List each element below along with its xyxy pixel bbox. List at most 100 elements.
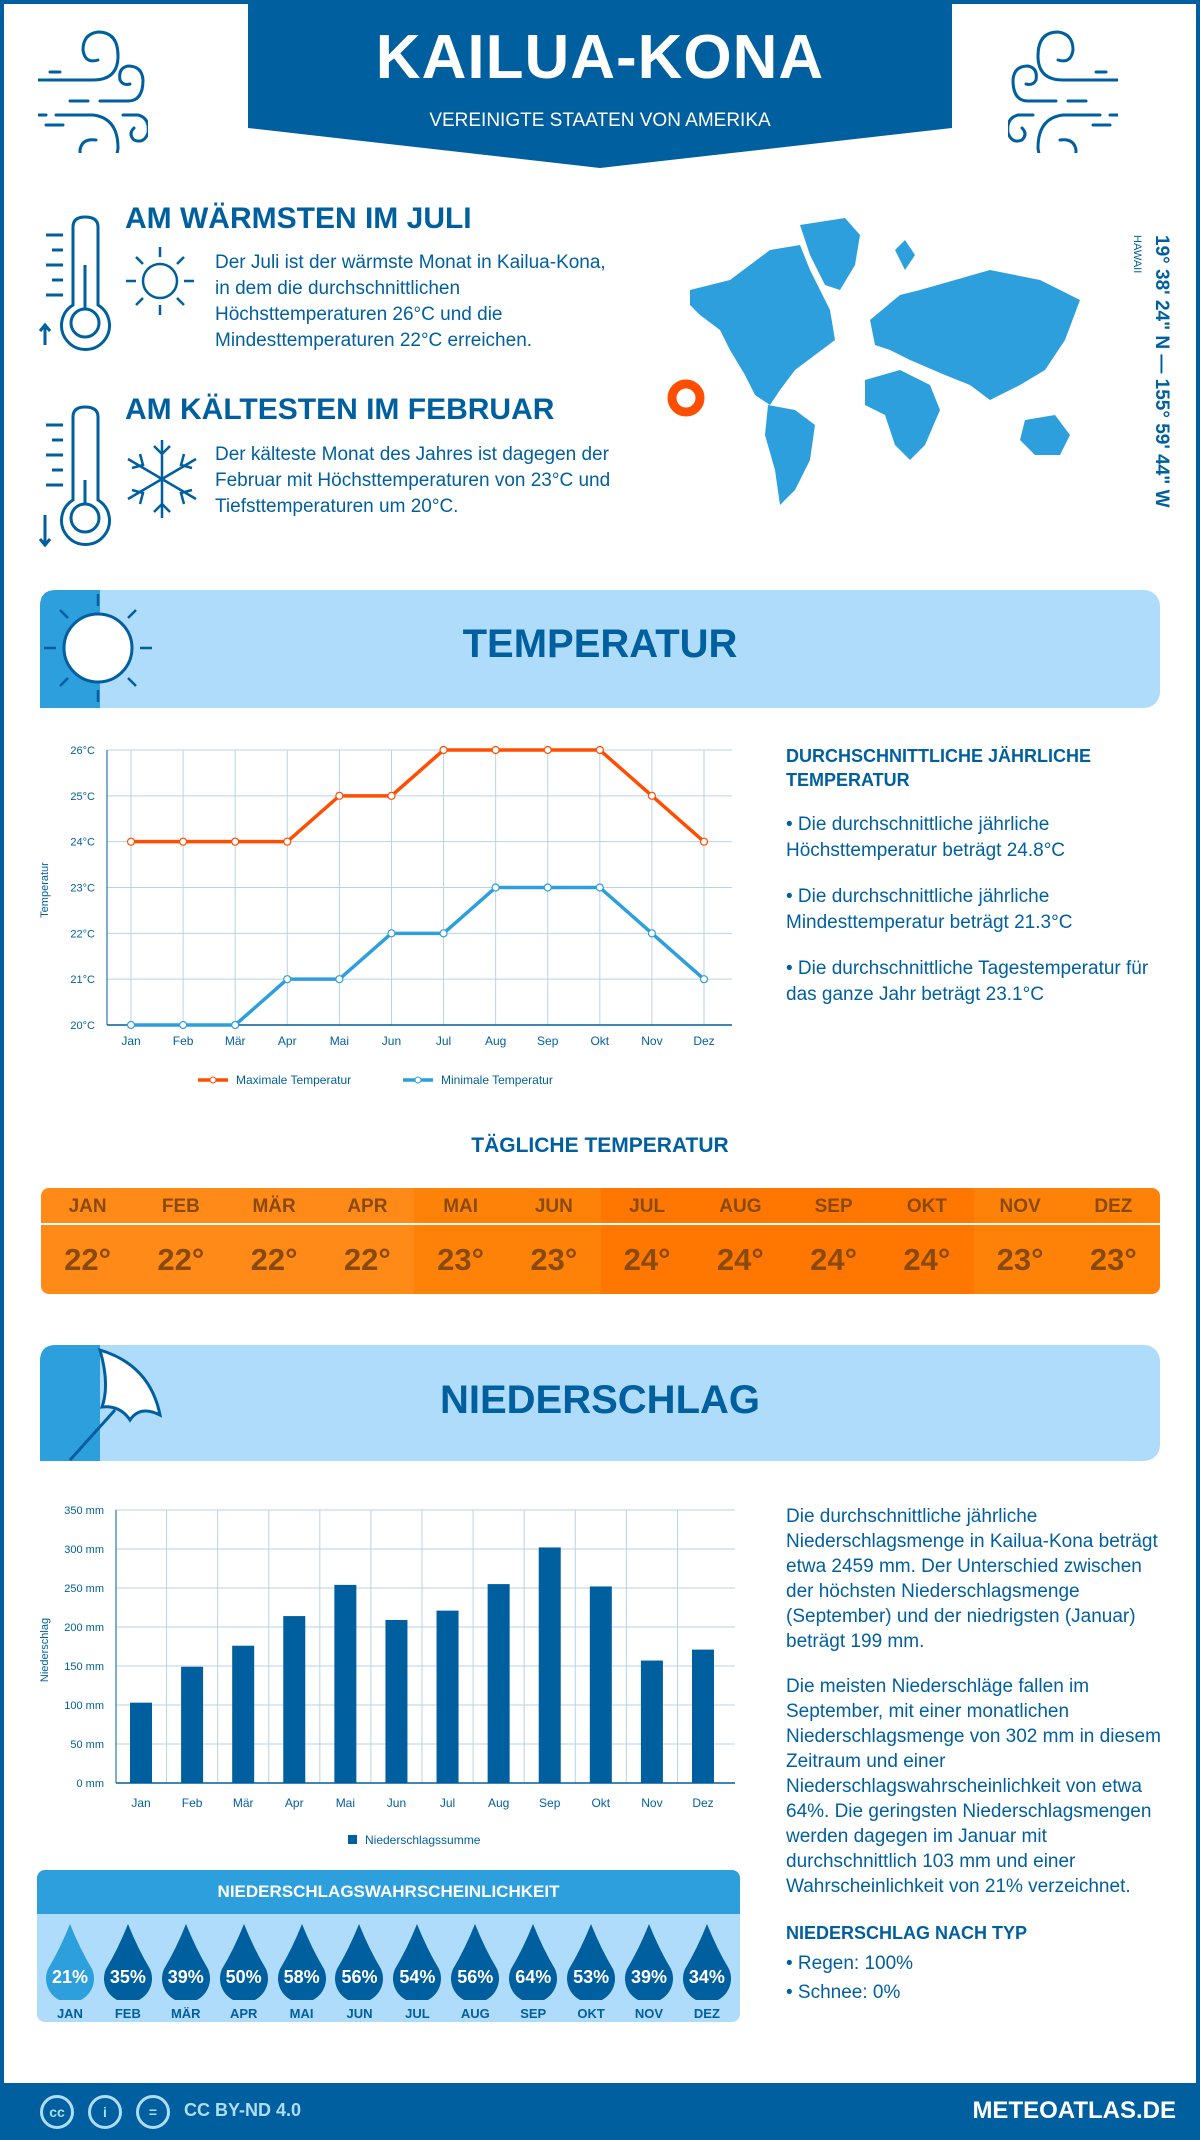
daily-temp-cell: NOV 23° (973, 1188, 1067, 1294)
precip-probability-heading: NIEDERSCHLAGSWAHRSCHEINLICHKEIT (37, 1870, 740, 1914)
probability-value: 56% (457, 1967, 494, 1987)
y-tick-label: 250 mm (64, 1583, 104, 1595)
probability-month: JUN (346, 2006, 373, 2021)
probability-value: 21% (51, 1967, 88, 1987)
site-link[interactable]: METEOATLAS.DE (972, 2097, 1176, 2124)
precip-bar (487, 1584, 510, 1783)
precip-probability-drop: 21% JAN (43, 1914, 97, 2021)
data-point (491, 883, 500, 892)
y-tick-label: 200 mm (64, 1622, 104, 1634)
legend-marker (209, 1076, 217, 1084)
y-tick-label: 24°C (70, 837, 95, 849)
y-tick-label: 25°C (70, 791, 95, 803)
x-tick-label: Jun (387, 1796, 406, 1810)
daily-temp-value: 24° (623, 1241, 671, 1277)
probability-value: 39% (167, 1967, 204, 1987)
precip-type-heading: NIEDERSCHLAG NACH TYP (786, 1923, 1028, 1943)
attribution-icon: i (88, 2095, 122, 2129)
daily-month: OKT (880, 1188, 974, 1225)
daily-temp-value: 23° (437, 1241, 485, 1277)
probability-month: APR (229, 2006, 258, 2021)
y-tick-label: 50 mm (70, 1739, 104, 1751)
raindrop-icon (161, 1924, 210, 2000)
precip-probability-drop: 39% NOV (622, 1914, 676, 2021)
precipitation-banner (40, 1345, 1160, 1461)
daily-temp-cell: SEP 24° (787, 1188, 881, 1294)
data-point (491, 745, 500, 755)
daily-month: JUN (507, 1188, 601, 1225)
probability-value: 56% (341, 1967, 378, 1987)
probability-value: 54% (399, 1967, 436, 1987)
daily-month: APR (320, 1188, 414, 1225)
data-point (543, 745, 552, 755)
annual-temp-panel: DURCHSCHNITTLICHE JÄHRLICHE TEMPERATUR •… (786, 744, 1166, 1008)
x-tick-label: Mai (336, 1796, 355, 1810)
data-point (126, 837, 136, 846)
daily-temp-cell: AUG 24° (693, 1188, 787, 1294)
raindrop-icon (509, 1924, 558, 2000)
data-point (699, 975, 709, 984)
daily-temp-cell: APR 22° (320, 1188, 414, 1294)
legend-marker (414, 1076, 422, 1084)
daily-temp-value: 24° (716, 1241, 764, 1277)
country-subtitle: VEREINIGTE STAATEN VON AMERIKA (429, 110, 771, 131)
warmest-heading: AM WÄRMSTEN IM JULI (125, 202, 472, 235)
y-tick-label: 150 mm (64, 1661, 104, 1673)
precip-bar (538, 1547, 561, 1783)
series-line-min (131, 885, 706, 1027)
temperature-banner (40, 590, 1160, 708)
precip-type-snow: • Schnee: 0% (786, 1982, 901, 2003)
data-point (283, 837, 292, 846)
x-tick-label: Jun (382, 1034, 401, 1048)
x-tick-label: Nov (641, 1034, 662, 1048)
probability-month: JUL (405, 2006, 430, 2021)
x-tick-label: Okt (590, 1034, 609, 1048)
license-label: CC BY-ND 4.0 (184, 2100, 302, 2120)
temperature-title: TEMPERATUR (462, 622, 738, 666)
data-point (543, 883, 552, 892)
data-point (335, 975, 344, 984)
daily-temp-value: 22° (64, 1241, 112, 1277)
wind-icon (38, 30, 148, 153)
data-point (387, 929, 396, 938)
raindrop-icon (451, 1924, 500, 2000)
data-point (178, 1020, 188, 1030)
data-point (178, 837, 188, 846)
y-axis-label: Niederschlag (39, 1618, 51, 1682)
raindrop-icon (277, 1924, 326, 2000)
footer: cc i = CC BY-ND 4.0 METEOATLAS.DE (0, 2083, 1200, 2140)
x-tick-label: Mai (330, 1034, 349, 1048)
precip-type-rain: • Regen: 100% (786, 1953, 914, 1974)
daily-temp-cell: FEB 22° (134, 1188, 228, 1294)
coordinates: 19° 38' 24" N — 155° 59' 44" W (1151, 235, 1172, 508)
raindrop-icon (567, 1924, 616, 2000)
data-point (699, 837, 709, 846)
precip-bar (385, 1619, 408, 1783)
precip-paragraph: Die durchschnittliche jährliche Niedersc… (786, 1506, 1158, 1652)
raindrop-icon (683, 1924, 731, 2000)
daily-temp-band: JAN 22° FEB 22° MÄR 22° APR 22° MAI 23° JUN 23° JUL 2… (41, 1188, 1160, 1294)
precip-bar (589, 1586, 612, 1783)
probability-value: 39% (631, 1967, 668, 1987)
data-point (595, 745, 604, 755)
precipitation-title: NIEDERSCHLAG (439, 1378, 761, 1422)
daily-month: MÄR (227, 1188, 321, 1225)
data-point (647, 929, 657, 938)
raindrop-icon (335, 1924, 384, 2000)
location-marker-icon (667, 379, 705, 417)
precip-probability-drop: 34% DEZ (680, 1914, 734, 2021)
y-tick-label: 20°C (70, 1020, 95, 1032)
probability-month: FEB (114, 2006, 141, 2021)
series-line-max (131, 748, 706, 844)
x-tick-label: Dez (693, 1034, 714, 1048)
x-tick-label: Apr (278, 1034, 297, 1048)
daily-temp-value: 24° (903, 1241, 951, 1277)
region-label: HAWAII (1131, 235, 1143, 274)
probability-value: 35% (109, 1967, 146, 1987)
x-tick-label: Feb (182, 1796, 203, 1810)
legend-label: Minimale Temperatur (441, 1073, 553, 1087)
probability-value: 64% (515, 1967, 552, 1987)
snowflake-icon (127, 440, 197, 518)
daily-temp-value: 23° (1089, 1241, 1137, 1277)
precip-probability-drop: 35% FEB (101, 1914, 155, 2021)
